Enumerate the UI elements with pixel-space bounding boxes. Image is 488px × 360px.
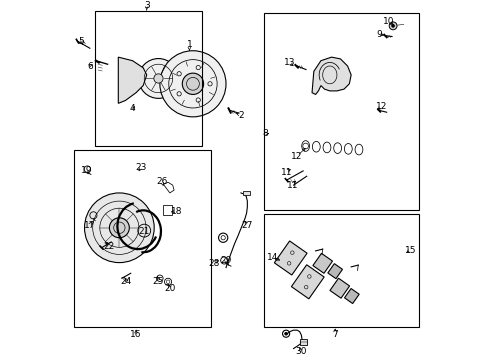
Text: 17: 17 bbox=[84, 221, 96, 230]
Text: 26: 26 bbox=[156, 177, 167, 186]
Polygon shape bbox=[291, 265, 324, 299]
Text: 22: 22 bbox=[103, 242, 114, 251]
Bar bbox=[74, 149, 210, 327]
Polygon shape bbox=[274, 241, 306, 275]
Bar bbox=[243, 191, 250, 195]
Text: 5: 5 bbox=[78, 37, 83, 46]
Polygon shape bbox=[118, 57, 146, 103]
Text: 30: 30 bbox=[294, 347, 306, 356]
Text: 11: 11 bbox=[286, 181, 298, 190]
Text: 19: 19 bbox=[81, 166, 92, 175]
Text: 24: 24 bbox=[121, 277, 132, 286]
Text: 20: 20 bbox=[164, 284, 175, 293]
Circle shape bbox=[391, 24, 394, 27]
Polygon shape bbox=[327, 264, 342, 279]
Bar bbox=[299, 339, 307, 345]
Polygon shape bbox=[311, 57, 350, 94]
Bar bbox=[264, 13, 418, 210]
Text: 2: 2 bbox=[238, 111, 243, 120]
Circle shape bbox=[154, 74, 163, 83]
Text: 18: 18 bbox=[170, 207, 182, 216]
Text: 3: 3 bbox=[143, 1, 149, 10]
Text: 28: 28 bbox=[208, 259, 220, 268]
Polygon shape bbox=[312, 253, 332, 273]
Text: 23: 23 bbox=[135, 163, 146, 172]
Text: 16: 16 bbox=[130, 330, 142, 339]
Text: 9: 9 bbox=[376, 30, 382, 39]
Text: 11: 11 bbox=[280, 168, 292, 177]
Text: 13: 13 bbox=[284, 58, 295, 67]
Bar bbox=[163, 205, 171, 215]
Circle shape bbox=[109, 218, 129, 238]
Text: 8: 8 bbox=[262, 129, 267, 138]
Circle shape bbox=[388, 22, 396, 30]
Text: 1: 1 bbox=[186, 40, 192, 49]
Text: 14: 14 bbox=[266, 253, 277, 262]
Circle shape bbox=[284, 332, 287, 335]
Text: 21: 21 bbox=[138, 227, 150, 236]
Polygon shape bbox=[329, 278, 349, 298]
Bar bbox=[264, 213, 418, 327]
Text: 12: 12 bbox=[291, 152, 302, 161]
Circle shape bbox=[182, 73, 203, 94]
Text: 10: 10 bbox=[382, 17, 393, 26]
Bar bbox=[95, 11, 202, 146]
Text: 12: 12 bbox=[375, 102, 386, 111]
Text: 27: 27 bbox=[241, 221, 252, 230]
Circle shape bbox=[138, 59, 178, 98]
Text: 29: 29 bbox=[220, 256, 231, 265]
Text: 7: 7 bbox=[332, 330, 337, 339]
Polygon shape bbox=[344, 288, 359, 303]
Circle shape bbox=[84, 193, 154, 262]
Text: 6: 6 bbox=[87, 62, 93, 71]
Text: 25: 25 bbox=[152, 277, 164, 286]
Text: 4: 4 bbox=[129, 104, 135, 113]
Circle shape bbox=[160, 51, 225, 117]
Text: 15: 15 bbox=[404, 246, 416, 255]
